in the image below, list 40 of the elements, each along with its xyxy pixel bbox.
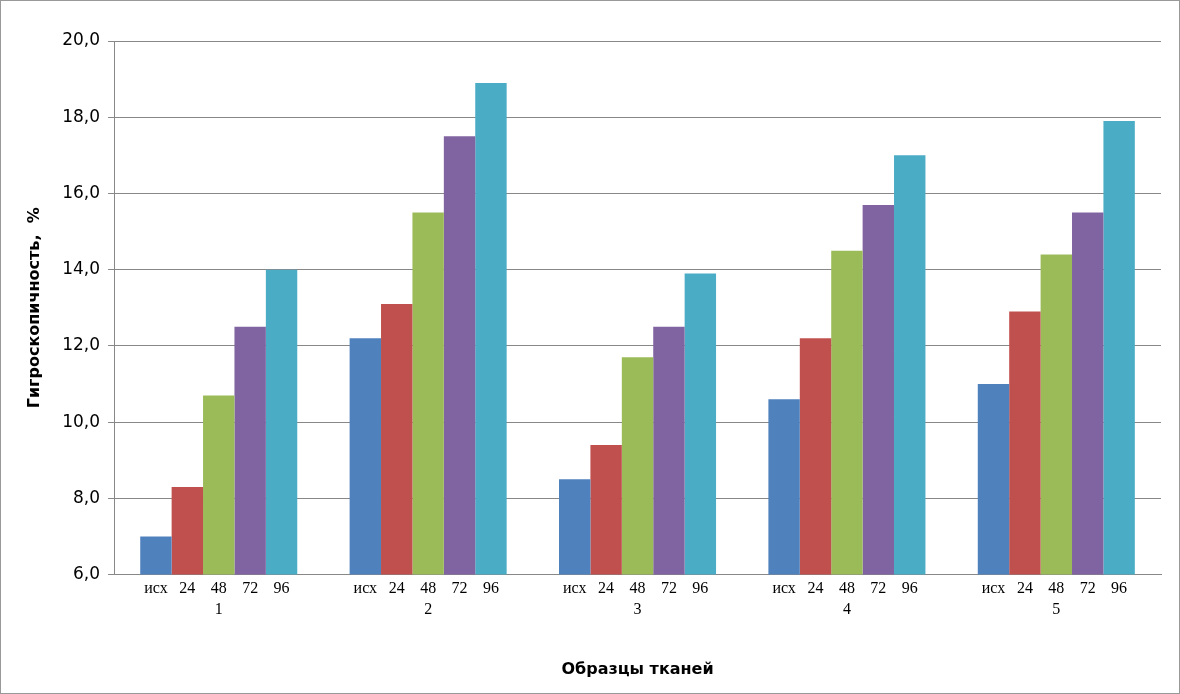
text: исх [981, 578, 1006, 596]
x-tick-label: 5 [1052, 600, 1061, 618]
text: 48 [420, 578, 437, 596]
y-tick-label: 18,0 [62, 105, 101, 126]
y-tick-label: 8,0 [73, 486, 101, 507]
text: 96 [273, 578, 290, 596]
y-tick-label: 12,0 [62, 334, 101, 355]
text: 24 [598, 578, 615, 596]
text: 48 [1048, 578, 1065, 596]
x-axis-title: Образцы тканей [561, 658, 714, 678]
text: 96 [901, 578, 918, 596]
text: 24 [179, 578, 196, 596]
x-tick-label: 1 [214, 600, 223, 618]
text: 24 [807, 578, 824, 596]
series-label: 96 [1111, 578, 1128, 596]
text: 48 [838, 578, 855, 596]
y-axis-title: Гигроскопичность, % [23, 207, 43, 409]
y-tick-label: 16,0 [62, 181, 101, 202]
x-tick-label: 2 [424, 600, 433, 618]
series-label: 48 [210, 578, 227, 596]
text: 72 [1079, 578, 1096, 596]
y-tick-label: 6,0 [73, 563, 101, 584]
text: 96 [692, 578, 709, 596]
series-label: исх [562, 578, 587, 596]
y-tick-label: 14,0 [62, 258, 101, 279]
text: исх [772, 578, 796, 596]
text: 72 [451, 578, 468, 596]
x-tick-label: 4 [842, 600, 851, 618]
text: 24 [388, 578, 405, 596]
text: исх [353, 578, 378, 596]
text: 96 [482, 578, 499, 596]
y-tick-label: 20,0 [62, 29, 101, 50]
text: 72 [242, 578, 259, 596]
text: исх [144, 578, 168, 596]
x-tick-label: 3 [633, 600, 642, 618]
series-label: 24 [1016, 578, 1033, 596]
text: 48 [629, 578, 646, 596]
text: 72 [870, 578, 887, 596]
y-tick-label: 10,0 [62, 410, 101, 431]
series-label: 72 [660, 578, 677, 596]
